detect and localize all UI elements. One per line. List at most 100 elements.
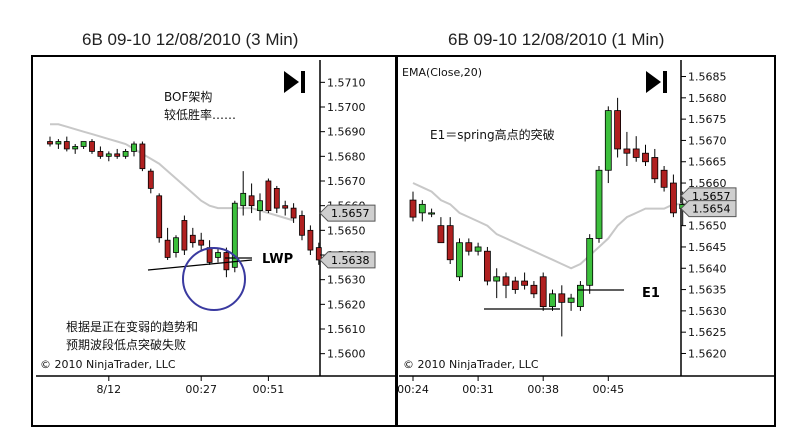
left-copyright: © 2010 NinjaTrader, LLC: [40, 358, 176, 371]
time-tick-label: 00:24: [397, 383, 429, 396]
lwp-support-line: [147, 259, 253, 271]
left-price-flags: 1.5657 1.5638: [319, 204, 376, 269]
candle: [282, 200, 289, 216]
candle: [446, 217, 454, 264]
candle: [114, 148, 121, 159]
left-chart-title: 6B 09-10 12/08/2010 (3 Min): [82, 30, 299, 49]
left-ema-line: [50, 123, 294, 222]
time-tick-label: 00:27: [185, 383, 217, 396]
candle: [623, 131, 631, 166]
candle: [147, 168, 154, 194]
candle: [530, 281, 538, 299]
price-flag-label: 1.5657: [331, 207, 370, 220]
candle: [299, 210, 305, 241]
candle: [428, 208, 436, 218]
reason-note-line1: 根据是正在变弱的趋势和: [66, 319, 198, 334]
bof-annotation-line2: 较低胜率……: [164, 107, 236, 122]
candle: [55, 139, 62, 149]
lwp-label: LWP: [262, 252, 293, 267]
candle: [437, 217, 445, 244]
right-chart-title: 6B 09-10 12/08/2010 (1 Min): [448, 30, 665, 49]
candle: [156, 193, 163, 243]
candle: [539, 272, 547, 311]
time-tick-label: 00:38: [527, 383, 559, 396]
price-tick-label: 1.5610: [327, 323, 366, 336]
candle: [72, 144, 79, 154]
candle: [63, 136, 70, 152]
price-tick-label: 1.5620: [688, 347, 727, 360]
price-tick-label: 1.5620: [327, 298, 366, 311]
candle: [273, 185, 280, 214]
price-flag: 1.5638: [319, 251, 376, 269]
candle: [131, 141, 137, 157]
candle: [670, 174, 677, 218]
left-candles: [47, 136, 322, 278]
candle: [307, 225, 314, 255]
price-flag-label: 1.5638: [331, 254, 370, 267]
price-tick-label: 1.5680: [688, 92, 727, 105]
candle: [139, 141, 146, 172]
price-flag: 1.5657: [319, 204, 376, 222]
candle: [558, 285, 566, 337]
price-flag-label: 1.5654: [692, 203, 731, 216]
right-chart-panel: 1.56851.56801.56751.56701.56651.56601.56…: [396, 55, 776, 427]
candle: [248, 183, 255, 214]
left-chart-panel: 1.57101.57001.56901.56801.56701.56601.56…: [31, 55, 397, 427]
candle: [577, 281, 584, 311]
left-time-axis: 8/12 00:27 00:51: [96, 376, 284, 396]
price-tick-label: 1.5685: [688, 71, 727, 84]
right-time-axis: 00:24 00:31 00:38 00:45: [397, 376, 624, 396]
bof-annotation-line1: BOF架构: [164, 89, 212, 104]
left-chart-frame: [31, 55, 397, 427]
right-price-axis: 1.5685 1.5680 1.5675 1.5670 1.5665 1.5660 1.56…: [681, 71, 727, 360]
candle: [493, 268, 501, 299]
time-tick-label: 00:51: [253, 383, 285, 396]
right-candles: [409, 97, 687, 337]
candle: [614, 97, 621, 158]
price-tick-label: 1.5600: [327, 348, 366, 361]
candle: [189, 227, 196, 248]
price-tick-label: 1.5690: [327, 126, 366, 139]
reason-note-line2: 预期波段低点突破失败: [66, 337, 186, 352]
price-tick-label: 1.5700: [327, 101, 366, 114]
price-tick-label: 1.5630: [327, 274, 366, 287]
candle: [511, 276, 519, 294]
candle: [181, 215, 188, 255]
candle: [642, 144, 649, 166]
candle: [105, 151, 112, 162]
price-flag: 1.5654: [680, 200, 737, 218]
candle: [567, 293, 575, 311]
play-to-end-icon[interactable]: [284, 71, 305, 93]
candle: [315, 242, 322, 265]
price-tick-label: 1.5670: [688, 134, 727, 147]
candle: [632, 136, 640, 162]
candle: [122, 148, 129, 159]
right-copyright: © 2010 NinjaTrader, LLC: [403, 358, 539, 371]
time-tick-label: 8/12: [96, 383, 121, 396]
candle: [290, 203, 297, 223]
price-tick-label: 1.5630: [688, 305, 727, 318]
price-tick-label: 1.5665: [688, 156, 727, 169]
price-tick-label: 1.5650: [327, 224, 366, 237]
price-tick-label: 1.5670: [327, 175, 366, 188]
candle: [418, 200, 426, 222]
candle: [173, 235, 179, 258]
price-tick-label: 1.5650: [688, 220, 727, 233]
highlight-circle: [182, 247, 246, 311]
play-to-end-icon[interactable]: [646, 71, 667, 93]
e1-description: E1＝spring高点的突破: [430, 127, 555, 142]
candle: [474, 242, 482, 256]
candle: [651, 148, 659, 184]
candle: [483, 246, 491, 286]
price-tick-label: 1.5660: [688, 177, 727, 190]
candle: [89, 139, 95, 154]
candle: [265, 178, 272, 214]
ema-series-line: [50, 123, 294, 222]
candle: [240, 171, 247, 216]
candle: [257, 193, 263, 221]
candle: [595, 166, 603, 243]
time-tick-label: 00:31: [462, 383, 494, 396]
price-tick-label: 1.5710: [327, 76, 366, 89]
candle: [97, 146, 104, 159]
